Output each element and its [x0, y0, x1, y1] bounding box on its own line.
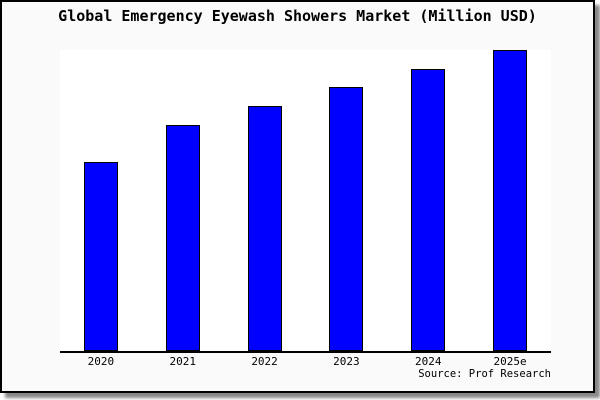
bar-column-2021	[142, 50, 224, 351]
chart-card: Global Emergency Eyewash Showers Market …	[0, 0, 595, 393]
bar-2023	[329, 87, 364, 351]
bar-column-2025e	[469, 50, 551, 351]
bar-2022	[247, 105, 282, 351]
bar-column-2024	[387, 50, 469, 351]
bar-2021	[165, 124, 200, 351]
bar-column-2022	[224, 50, 306, 351]
bar-2020	[83, 161, 118, 351]
source-credit: Source: Prof Research	[418, 368, 551, 380]
bars-group	[60, 50, 551, 351]
x-axis-tick-labels: 2020 2021 2022 2023 2024 2025e	[60, 355, 551, 368]
x-tick-label-2022: 2022	[251, 355, 278, 368]
bar-column-2023	[305, 50, 387, 351]
bar-2024	[411, 68, 446, 351]
x-tick-label-2021: 2021	[169, 355, 196, 368]
bar-column-2020	[60, 50, 142, 351]
x-tick-label-2020: 2020	[87, 355, 115, 368]
plot-area	[60, 50, 551, 353]
chart-title: Global Emergency Eyewash Showers Market …	[58, 7, 537, 25]
x-tick-label-2023: 2023	[333, 355, 360, 368]
bar-2025e	[493, 50, 528, 351]
x-tick-label-2024: 2024	[414, 355, 442, 368]
x-tick-label-2025e: 2025e	[493, 355, 527, 368]
